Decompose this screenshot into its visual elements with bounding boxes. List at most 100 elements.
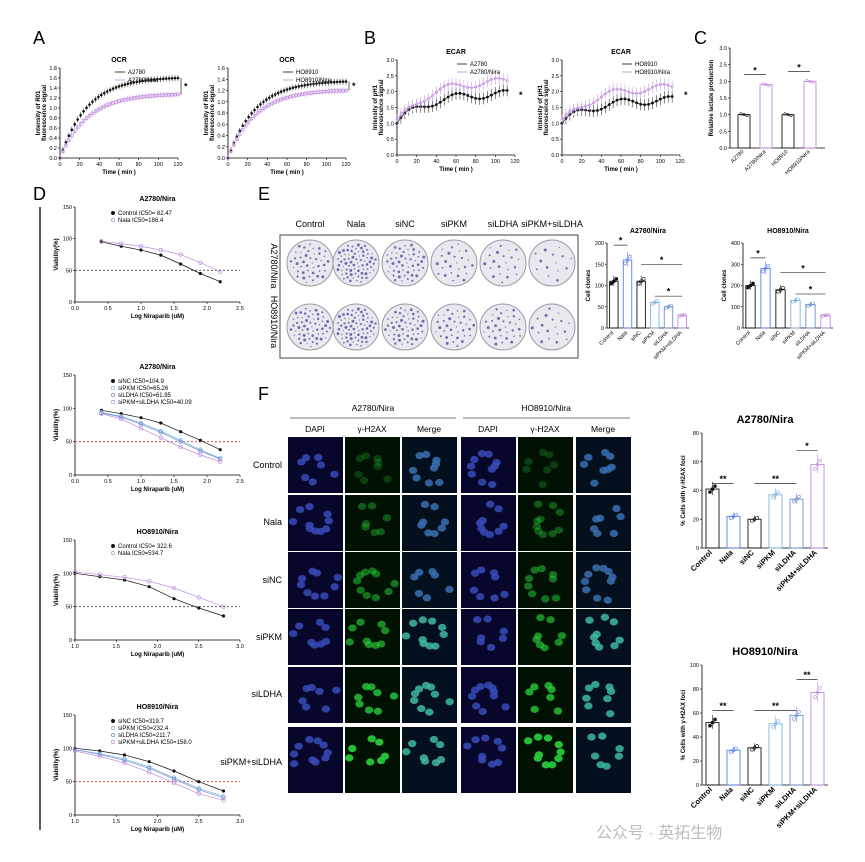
ecar-a2780-x-tick-label: 60 xyxy=(453,159,459,165)
colony-spot xyxy=(359,322,362,326)
lactate-x-tick-label: HO8910 xyxy=(771,149,790,168)
ocr-ho8910-x-tick-label: 80 xyxy=(304,162,310,168)
colony-spot xyxy=(494,324,498,328)
if-nucleus xyxy=(546,616,555,624)
ocr-ho8910-point xyxy=(244,119,247,123)
colony-spot xyxy=(502,320,505,323)
if-nucleus xyxy=(604,567,613,576)
clones-a2780-bar xyxy=(622,259,633,329)
colony-spot xyxy=(407,266,409,268)
if-nucleus xyxy=(360,477,369,485)
colony-spot xyxy=(472,323,476,327)
colony-spot xyxy=(352,341,354,343)
dose-a2780-si-fit-curve xyxy=(101,411,221,459)
colony-spot xyxy=(399,307,402,310)
dose-a2780-si-x-tick-label: 2.0 xyxy=(203,479,211,485)
clones-a2780-y-tick-label: 200 xyxy=(595,241,604,247)
clones-ho8910-bar xyxy=(760,268,771,329)
if-row-sinc: siNC xyxy=(263,575,283,585)
if-nucleus xyxy=(376,756,386,765)
colony-spot xyxy=(303,338,307,342)
colony-spot xyxy=(453,255,456,258)
colony-spot xyxy=(308,275,311,278)
panel-label-f: F xyxy=(258,384,269,404)
colony-spot xyxy=(324,250,327,253)
dose-a2780-si-y-tick-label: 150 xyxy=(63,373,72,379)
colony-spot xyxy=(342,329,344,332)
ocr-a2780-point xyxy=(70,128,74,132)
colony-spot xyxy=(360,310,363,314)
colony-spot xyxy=(409,322,412,325)
colony-spot xyxy=(342,249,345,252)
ocr-a2780-x-tick-label: 60 xyxy=(116,162,122,168)
ocr-a2780-x-tick-label: 20 xyxy=(77,162,83,168)
dose-ho8910-nala-point xyxy=(221,614,226,618)
colony-spot xyxy=(449,328,453,332)
ocr-a2780-y-tick-label: 1.0 xyxy=(49,106,57,112)
ocr-ho8910-point xyxy=(247,120,251,124)
ecar-a2780-y-tick-label: 0.5 xyxy=(386,137,394,143)
lactate-dot xyxy=(811,80,815,84)
colony-spot xyxy=(296,275,299,278)
clones-a2780-dot xyxy=(680,313,684,318)
ocr-ho8910-point xyxy=(312,82,315,86)
foci-ho8910-x-tick-label: Nala xyxy=(717,784,735,802)
colony-spot xyxy=(361,328,364,331)
lactate-x-tick-label: A2780/Nira xyxy=(744,149,768,173)
ocr-ho8910-point xyxy=(241,127,245,132)
if-nucleus xyxy=(493,737,503,746)
colony-spot xyxy=(404,309,406,312)
ecar-ho8910-y-tick-label: 1.5 xyxy=(551,106,559,112)
colony-spot xyxy=(309,243,311,246)
colony-spot xyxy=(361,314,365,317)
ocr-ho8910-point xyxy=(265,98,268,101)
colony-spot xyxy=(411,279,414,282)
dose-ho8910-si-y-tick-label: 0 xyxy=(69,813,72,819)
clones-ho8910-dot xyxy=(796,297,800,301)
colony-spot xyxy=(340,319,343,321)
foci-a2780-bar xyxy=(768,494,783,549)
dose-ho8910-si-legend-label: siPKM+siLDHA IC50=158.0 xyxy=(118,740,192,746)
dose-ho8910-si-point xyxy=(122,758,127,763)
colony-spot xyxy=(366,312,369,315)
colony-spot xyxy=(293,334,296,336)
lactate-dot xyxy=(786,113,790,117)
clones-ho8910-dot xyxy=(751,281,755,286)
colony-spot xyxy=(342,341,345,344)
lactate-y-tick-label: 1.0 xyxy=(719,113,727,119)
colony-spot xyxy=(417,315,420,318)
colony-spot xyxy=(389,266,391,268)
colony-spot xyxy=(316,328,319,331)
colony-spot xyxy=(352,327,356,331)
dose-a2780-nala-y-tick-label: 150 xyxy=(63,205,72,211)
ocr-a2780-point xyxy=(73,123,77,126)
colony-spot xyxy=(502,255,505,258)
colony-spot xyxy=(450,334,453,337)
if-nucleus xyxy=(440,518,450,526)
if-image-tile xyxy=(402,727,457,793)
colony-spot xyxy=(452,341,455,343)
foci-a2780-x-tick-label: Nala xyxy=(717,547,735,565)
if-nucleus xyxy=(424,479,434,487)
dose-ho8910-si-point xyxy=(196,786,201,791)
colony-spot xyxy=(365,276,368,280)
clones-ho8910-dot xyxy=(766,263,770,268)
colony-spot xyxy=(337,258,339,260)
dose-a2780-si-point xyxy=(198,447,203,452)
colony-spot xyxy=(319,337,323,341)
ecar-a2780-y-label: Intensity of pH1 xyxy=(373,84,379,130)
dose-a2780-nala-point xyxy=(218,280,222,284)
ocr-a2780-point xyxy=(100,93,103,97)
if-nucleus xyxy=(420,500,430,509)
dose-a2780-si-point xyxy=(138,426,144,431)
if-nucleus xyxy=(316,640,326,648)
ocr-a2780-x-tick-label: 120 xyxy=(173,162,182,168)
clones-a2780-bar xyxy=(609,280,619,329)
clones-a2780-sig: * xyxy=(667,287,671,297)
if-nucleus xyxy=(361,568,370,576)
if-nucleus xyxy=(536,515,545,523)
if-group-a2780: A2780/Nira xyxy=(352,403,395,413)
clones-a2780-dot xyxy=(625,258,630,262)
ocr-ho8910-x-tick-label: 100 xyxy=(322,162,331,168)
if-nucleus xyxy=(592,564,601,572)
